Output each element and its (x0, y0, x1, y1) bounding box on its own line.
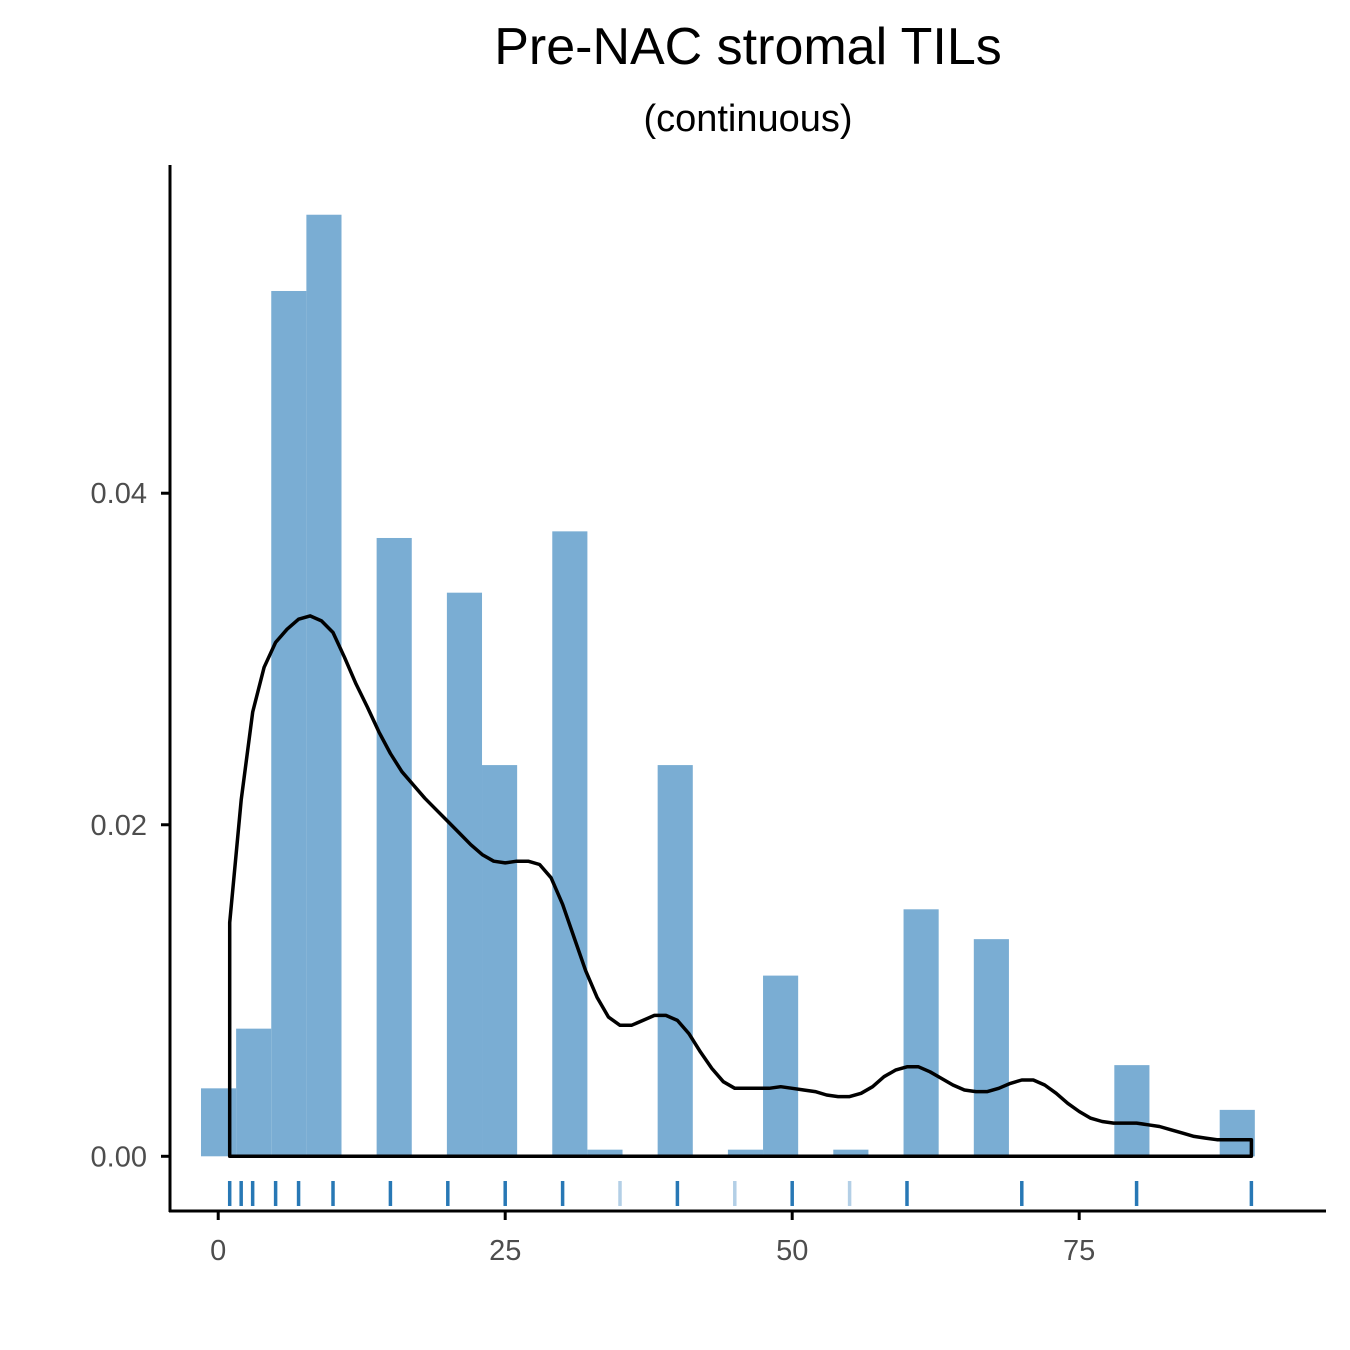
histogram-bar (482, 765, 518, 1157)
histogram-bar (903, 909, 939, 1157)
density-curve (227, 614, 1254, 1159)
histogram-bar (376, 537, 412, 1157)
histogram-bar (306, 214, 342, 1157)
histogram-bar (763, 975, 799, 1157)
x-tick-label: 0 (210, 1235, 226, 1267)
density-curve-layer (227, 614, 1254, 1159)
histogram-bar (657, 765, 693, 1157)
histogram-bars (200, 214, 1255, 1157)
rug-marks (227, 1181, 1254, 1206)
histogram-bar (1219, 1109, 1255, 1157)
histogram-bar (833, 1149, 869, 1157)
chart-title: Pre-NAC stromal TILs (494, 18, 1002, 76)
histogram-bar (446, 592, 483, 1157)
histogram-bar (236, 1028, 272, 1157)
x-axis-ticks: 0 25 50 75 (210, 1211, 1095, 1267)
y-tick-label: 0.02 (91, 810, 147, 842)
histogram-bar (587, 1149, 623, 1157)
chart-subtitle: (continuous) (643, 98, 852, 140)
histogram-bar (271, 290, 307, 1157)
histogram-bar (973, 939, 1009, 1157)
y-axis-ticks: 0.00 0.02 0.04 (91, 478, 170, 1173)
histogram-bar (727, 1149, 764, 1157)
histogram-bar (1114, 1065, 1150, 1157)
histogram-bar (552, 531, 588, 1157)
y-tick-label: 0.04 (91, 478, 147, 510)
x-tick-label: 50 (776, 1235, 808, 1267)
y-tick-label: 0.00 (91, 1141, 147, 1173)
x-tick-label: 25 (489, 1235, 521, 1267)
x-tick-label: 75 (1063, 1235, 1095, 1267)
